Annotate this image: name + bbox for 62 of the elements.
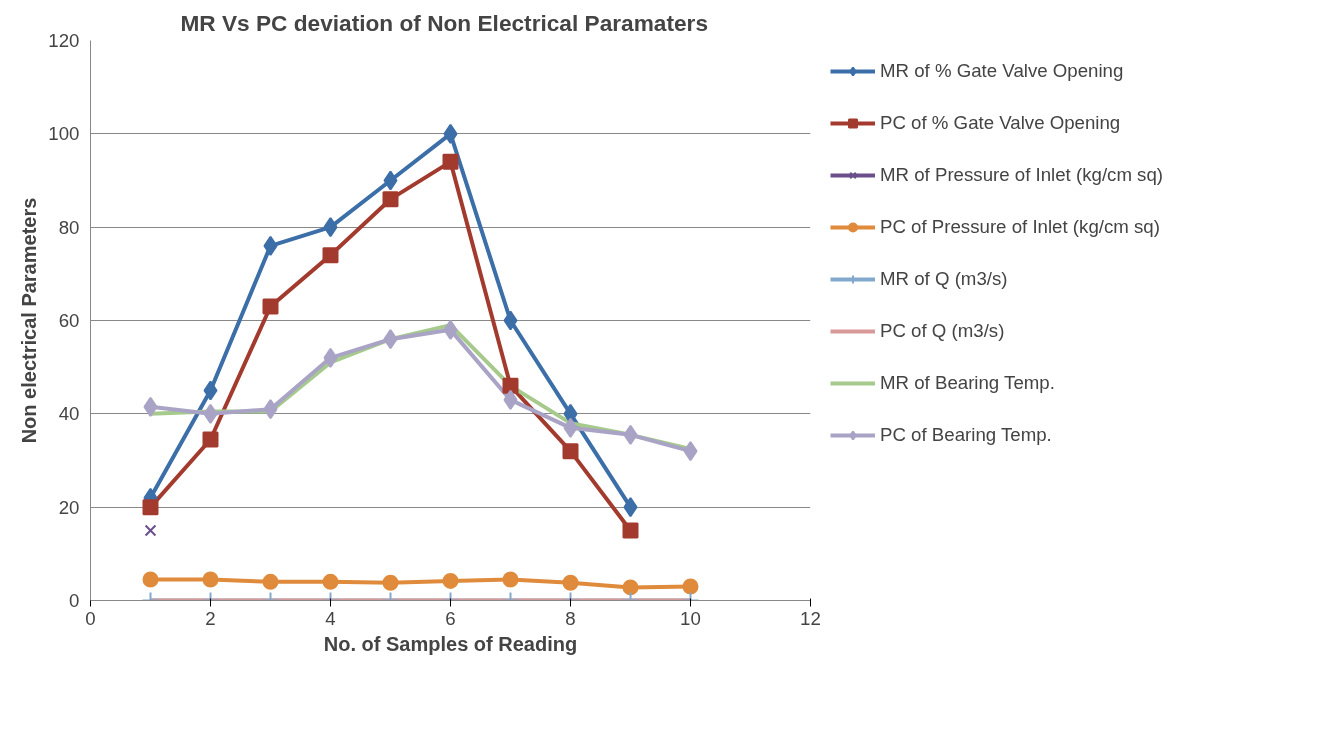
point [202, 431, 219, 448]
legend-label: PC of Pressure of Inlet (kg/cm sq) [880, 216, 1160, 238]
point [202, 571, 219, 588]
legend-label: PC of Q (m3/s) [880, 320, 1005, 342]
point [682, 578, 699, 595]
point [443, 319, 458, 340]
point [502, 571, 519, 588]
point [322, 573, 339, 590]
point [503, 389, 518, 410]
legend-label: MR of Bearing Temp. [880, 372, 1055, 394]
point [262, 298, 279, 315]
legend-label: PC of Bearing Temp. [880, 424, 1052, 446]
point [263, 235, 278, 256]
y-tick-label: 20 [58, 496, 80, 518]
x-tick-label: 6 [445, 607, 456, 629]
point [382, 574, 399, 591]
point [323, 347, 338, 368]
point [623, 424, 638, 445]
point [203, 380, 218, 401]
point [143, 396, 158, 417]
point [203, 403, 218, 424]
y-tick-label: 40 [58, 403, 80, 425]
point [263, 399, 278, 420]
point [144, 524, 157, 537]
x-tick-label: 8 [565, 607, 576, 629]
point [142, 571, 159, 588]
point [622, 522, 639, 539]
point [382, 191, 399, 208]
point [623, 497, 638, 518]
x-tick-label: 2 [205, 607, 216, 629]
chart-title: MR Vs PC deviation of Non Electrical Paramaters [180, 9, 708, 36]
y-tick-label: 100 [48, 123, 80, 145]
y-tick-label: 120 [48, 30, 80, 51]
y-tick-label: 80 [58, 216, 80, 238]
point [442, 572, 459, 589]
y-tick-label: 0 [69, 590, 80, 611]
point [562, 574, 579, 591]
y-axis-title: Non electrical Parameters [18, 197, 41, 444]
point [383, 329, 398, 350]
x-tick-label: 4 [325, 607, 336, 629]
point [562, 443, 579, 460]
x-axis-title: No. of Samples of Reading [323, 632, 578, 655]
legend-label: MR of Pressure of Inlet (kg/cm sq) [880, 164, 1164, 186]
point [323, 217, 338, 238]
legend-label: MR of % Gate Valve Opening [880, 60, 1124, 82]
point [442, 153, 459, 170]
point [262, 573, 279, 590]
point [142, 499, 159, 516]
legend-label: MR of Q (m3/s) [880, 268, 1008, 290]
point [322, 247, 339, 264]
point [503, 310, 518, 331]
x-tick-label: 10 [680, 607, 701, 629]
point [443, 123, 458, 144]
x-tick-label: 12 [800, 607, 821, 629]
point [622, 579, 639, 596]
y-tick-label: 60 [58, 310, 80, 331]
legend-label: PC of % Gate Valve Opening [880, 112, 1121, 134]
x-tick-label: 0 [85, 607, 96, 629]
point [383, 170, 398, 191]
point [563, 417, 578, 438]
point [502, 377, 519, 394]
point [683, 441, 698, 462]
